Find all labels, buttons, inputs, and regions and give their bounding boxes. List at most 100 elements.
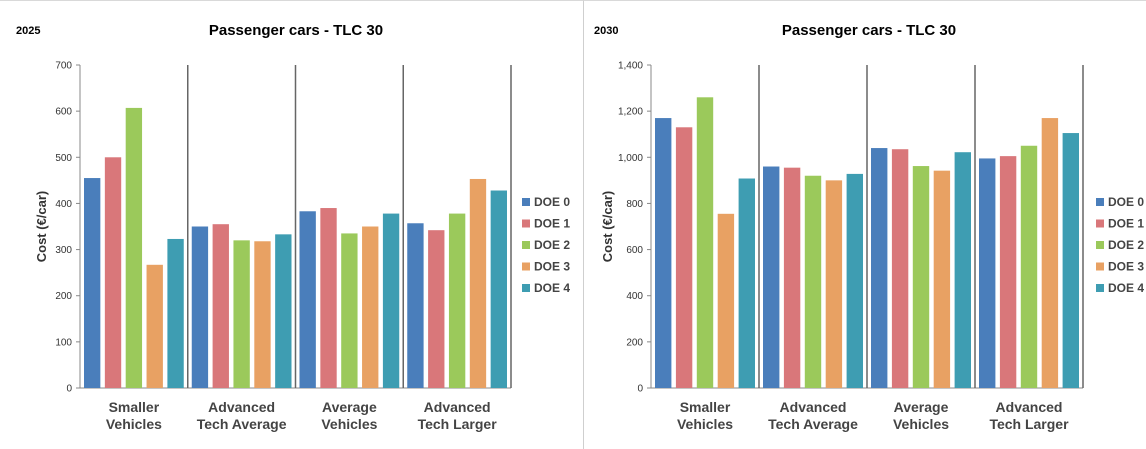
category-label: Vehicles xyxy=(106,416,162,432)
legend-swatch xyxy=(522,262,530,271)
bar-doe-0 xyxy=(871,148,888,388)
y-tick-label: 0 xyxy=(66,384,72,395)
legend-label: DOE 0 xyxy=(534,195,570,209)
legend-label: DOE 3 xyxy=(1108,260,1144,274)
legend-label: DOE 1 xyxy=(1108,217,1144,231)
category-label: Advanced xyxy=(780,399,847,415)
bar-doe-3 xyxy=(362,226,379,388)
bar-doe-1 xyxy=(104,157,122,388)
bar-doe-0 xyxy=(407,223,424,388)
legend-swatch xyxy=(1096,219,1104,228)
category-label: Vehicles xyxy=(893,416,949,432)
bar-doe-1 xyxy=(783,167,801,388)
year-label: 2025 xyxy=(16,25,40,37)
bar-doe-2 xyxy=(1020,145,1038,388)
bar-doe-1 xyxy=(675,127,693,389)
bar-doe-4 xyxy=(846,173,863,388)
chart-2030-svg: 2030 Passenger cars - TLC 30 0 200 400 600 800… xyxy=(594,22,1144,432)
bar-doe-1 xyxy=(891,149,909,388)
bar-doe-3 xyxy=(717,213,735,388)
category-label: Vehicles xyxy=(677,416,733,432)
y-tick-label: 300 xyxy=(55,245,72,256)
bar-doe-1 xyxy=(428,230,445,388)
bar-doe-4 xyxy=(490,190,507,388)
bar-doe-0 xyxy=(84,178,101,388)
bar-doe-0 xyxy=(979,158,996,388)
bar-doe-2 xyxy=(804,175,822,388)
legend-label: DOE 2 xyxy=(1108,238,1144,252)
legend-label: DOE 1 xyxy=(534,217,570,231)
y-tick-label: 600 xyxy=(55,107,72,118)
y-tick-label: 200 xyxy=(626,337,643,348)
bar-doe-4 xyxy=(954,152,971,388)
y-tick-label: 700 xyxy=(55,61,72,72)
y-tick-label: 100 xyxy=(55,337,72,348)
y-tick-label: 600 xyxy=(626,245,643,256)
legend-label: DOE 4 xyxy=(1108,281,1144,295)
bar-doe-3 xyxy=(469,178,487,388)
category-label: Tech Average xyxy=(197,416,287,432)
category-label: Average xyxy=(894,399,949,415)
category-label: Average xyxy=(322,399,377,415)
bar-doe-4 xyxy=(382,213,400,388)
year-label: 2030 xyxy=(594,25,618,37)
bar-doe-1 xyxy=(212,224,229,388)
bar-doe-2 xyxy=(912,166,930,388)
y-tick-label: 1,000 xyxy=(618,153,643,164)
bar-doe-3 xyxy=(825,180,843,388)
bar-doe-1 xyxy=(999,156,1017,388)
y-tick-label: 500 xyxy=(55,153,72,164)
legend-swatch xyxy=(522,198,530,206)
legend-swatch xyxy=(1096,198,1104,206)
bar-doe-2 xyxy=(233,240,250,388)
y-tick-label: 400 xyxy=(626,291,643,302)
legend-label: DOE 2 xyxy=(534,238,570,252)
category-label: Smaller xyxy=(680,399,731,415)
bar-doe-4 xyxy=(1062,133,1079,388)
legend-swatch xyxy=(522,241,530,249)
y-tick-label: 0 xyxy=(637,384,643,395)
chart-title: Passenger cars - TLC 30 xyxy=(782,22,956,39)
legend-swatch xyxy=(522,219,530,228)
legend-swatch xyxy=(1096,241,1104,249)
chart-panel-2030: 2030 Passenger cars - TLC 30 0 200 400 600 800… xyxy=(584,0,1146,449)
chart-title: Passenger cars - TLC 30 xyxy=(209,22,383,39)
bar-doe-2 xyxy=(125,107,143,389)
bar-doe-1 xyxy=(320,208,337,388)
chart-2025-svg: 2025 Passenger cars - TLC 30 0 100 200 300 400… xyxy=(16,22,570,432)
bar-doe-2 xyxy=(696,97,714,389)
bar-doe-0 xyxy=(655,118,672,389)
bar-doe-2 xyxy=(448,213,466,388)
legend-label: DOE 4 xyxy=(534,281,570,295)
category-label: Advanced xyxy=(424,399,491,415)
bar-doe-3 xyxy=(254,241,271,388)
bar-doe-2 xyxy=(341,233,358,388)
y-tick-label: 400 xyxy=(55,199,72,210)
bar-doe-3 xyxy=(1041,118,1059,389)
category-label: Tech Larger xyxy=(989,416,1069,432)
y-axis-label: Cost (€/car) xyxy=(34,191,49,263)
bar-doe-4 xyxy=(275,234,292,388)
chart-panel-2025: 2025 Passenger cars - TLC 30 0 100 200 300 400… xyxy=(0,0,584,449)
legend-label: DOE 0 xyxy=(1108,195,1144,209)
bar-doe-3 xyxy=(146,264,163,388)
bar-doe-0 xyxy=(299,211,316,388)
category-label: Tech Average xyxy=(768,416,858,432)
y-tick-label: 1,200 xyxy=(618,107,643,118)
legend-swatch xyxy=(1096,262,1104,271)
y-axis-label: Cost (€/car) xyxy=(600,191,615,263)
category-label: Smaller xyxy=(109,399,160,415)
category-label: Advanced xyxy=(208,399,275,415)
bar-doe-4 xyxy=(167,238,184,388)
legend-label: DOE 3 xyxy=(534,260,570,274)
category-label: Tech Larger xyxy=(418,416,498,432)
y-tick-label: 1,400 xyxy=(618,61,643,72)
y-tick-label: 200 xyxy=(55,291,72,302)
bar-doe-4 xyxy=(738,178,755,388)
y-tick-label: 800 xyxy=(626,199,643,210)
category-label: Advanced xyxy=(996,399,1063,415)
legend-swatch xyxy=(1096,284,1104,292)
bar-doe-0 xyxy=(763,166,780,388)
category-label: Vehicles xyxy=(321,416,377,432)
